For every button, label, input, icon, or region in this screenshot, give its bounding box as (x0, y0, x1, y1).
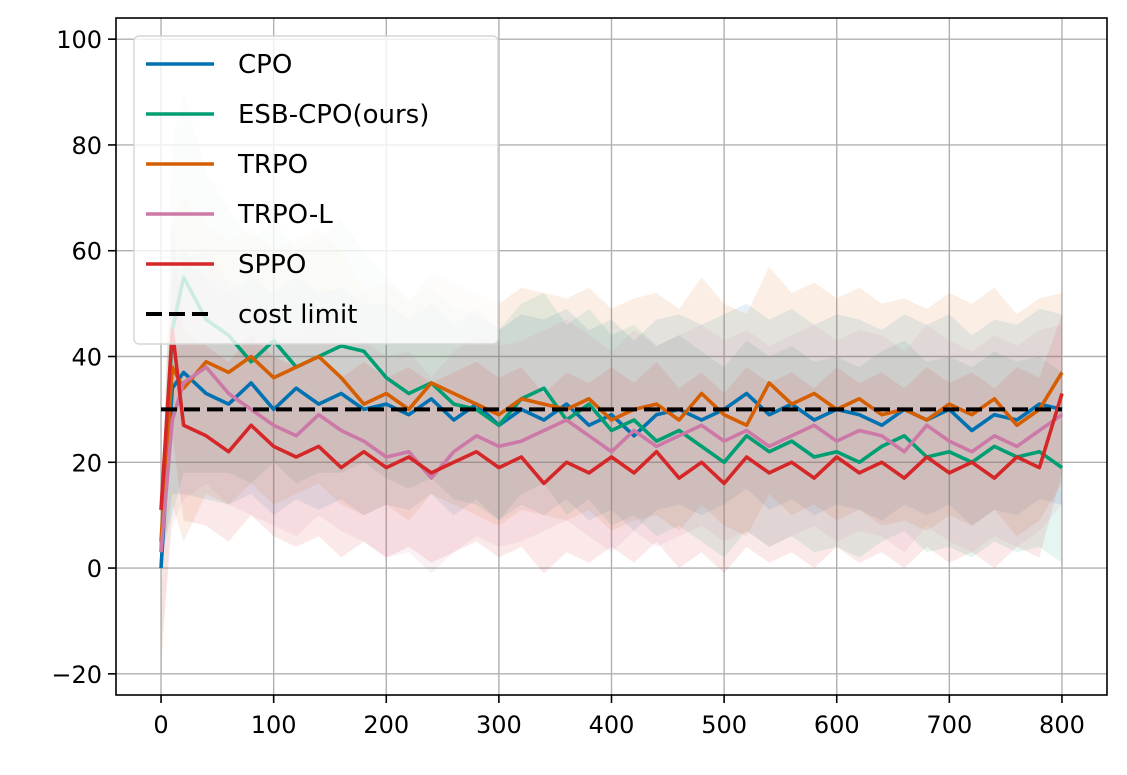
series-lines (159, 275, 1064, 569)
x-tick-label: 0 (153, 711, 168, 739)
x-tick-label: 500 (701, 711, 747, 739)
legend-item-trpo: TRPO (146, 150, 308, 180)
x-tick-label: 400 (589, 711, 635, 739)
legend-label: CPO (238, 50, 292, 80)
legend: CPO ESB-CPO(ours) TRPO TRPO-L SPPO cost limit (133, 35, 499, 345)
line-sppo (159, 328, 1064, 511)
legend-label: cost limit (238, 300, 357, 330)
legend-item-sppo: SPPO (146, 250, 306, 280)
legend-box (133, 35, 499, 345)
x-tick-label: 700 (926, 711, 972, 739)
y-tick-label: 80 (71, 132, 102, 160)
legend-label: TRPO (237, 150, 308, 180)
legend-item-trpo-l: TRPO-L (146, 200, 333, 230)
x-tick-label: 200 (363, 711, 409, 739)
x-tick-label: 300 (476, 711, 522, 739)
legend-label: ESB-CPO(ours) (238, 100, 429, 130)
band-esb-cpo-ours (161, 92, 1062, 563)
y-tick-label: 20 (71, 449, 102, 477)
x-tick-label: 800 (1039, 711, 1085, 739)
band-sppo (161, 224, 1062, 574)
legend-item-cost-limit: cost limit (146, 300, 357, 330)
y-tick-label: 40 (71, 344, 102, 372)
x-tick-label: 600 (814, 711, 860, 739)
y-tick-label: 60 (71, 238, 102, 266)
band-trpo-l (161, 250, 1062, 648)
legend-label: TRPO-L (237, 200, 333, 230)
y-tick-label: 0 (87, 555, 102, 583)
legend-item-esb-cpo-ours: ESB-CPO(ours) (146, 100, 429, 130)
legend-item-cpo: CPO (146, 50, 292, 80)
y-tick-label: 100 (56, 26, 102, 54)
x-tick-label: 100 (251, 711, 297, 739)
legend-label: SPPO (238, 250, 306, 280)
y-tick-label: −20 (51, 661, 102, 689)
axis-ticks: 0 100 200 300 400 500 600 700 800 −20 0 20 40 60 80 100 (51, 26, 1085, 739)
line-trpo-l (159, 365, 1064, 553)
line-esb-cpo-ours (159, 275, 1064, 553)
